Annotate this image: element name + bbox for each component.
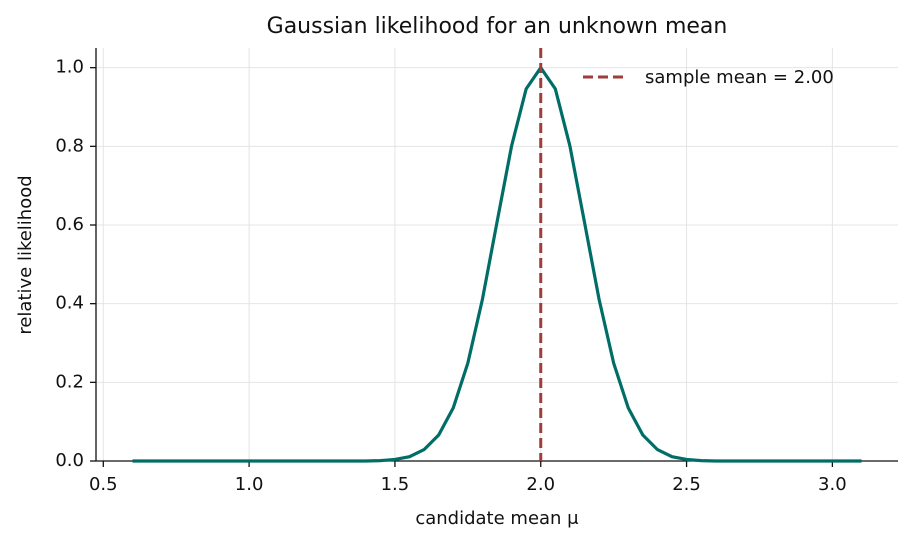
likelihood-line <box>132 64 862 463</box>
x-tick-label: 1.5 <box>381 474 410 495</box>
legend-label: sample mean = 2.00 <box>645 67 834 88</box>
x-tick-label: 3.0 <box>818 474 847 495</box>
y-tick-label: 0.4 <box>55 293 84 314</box>
chart-title: Gaussian likelihood for an unknown mean <box>267 14 728 39</box>
y-tick-label: 0.0 <box>55 450 84 471</box>
x-tick-label: 2.0 <box>526 474 555 495</box>
y-tick-label: 1.0 <box>55 57 84 78</box>
y-tick-label: 0.8 <box>55 135 84 156</box>
y-axis-label: relative likelihood <box>15 175 36 334</box>
y-tick-label: 0.2 <box>55 371 84 392</box>
x-tick-label: 2.5 <box>672 474 701 495</box>
x-tick-label: 1.0 <box>235 474 264 495</box>
x-axis-label: candidate mean μ <box>415 508 579 529</box>
x-tick-label: 0.5 <box>89 474 118 495</box>
y-tick-label: 0.6 <box>55 214 84 235</box>
